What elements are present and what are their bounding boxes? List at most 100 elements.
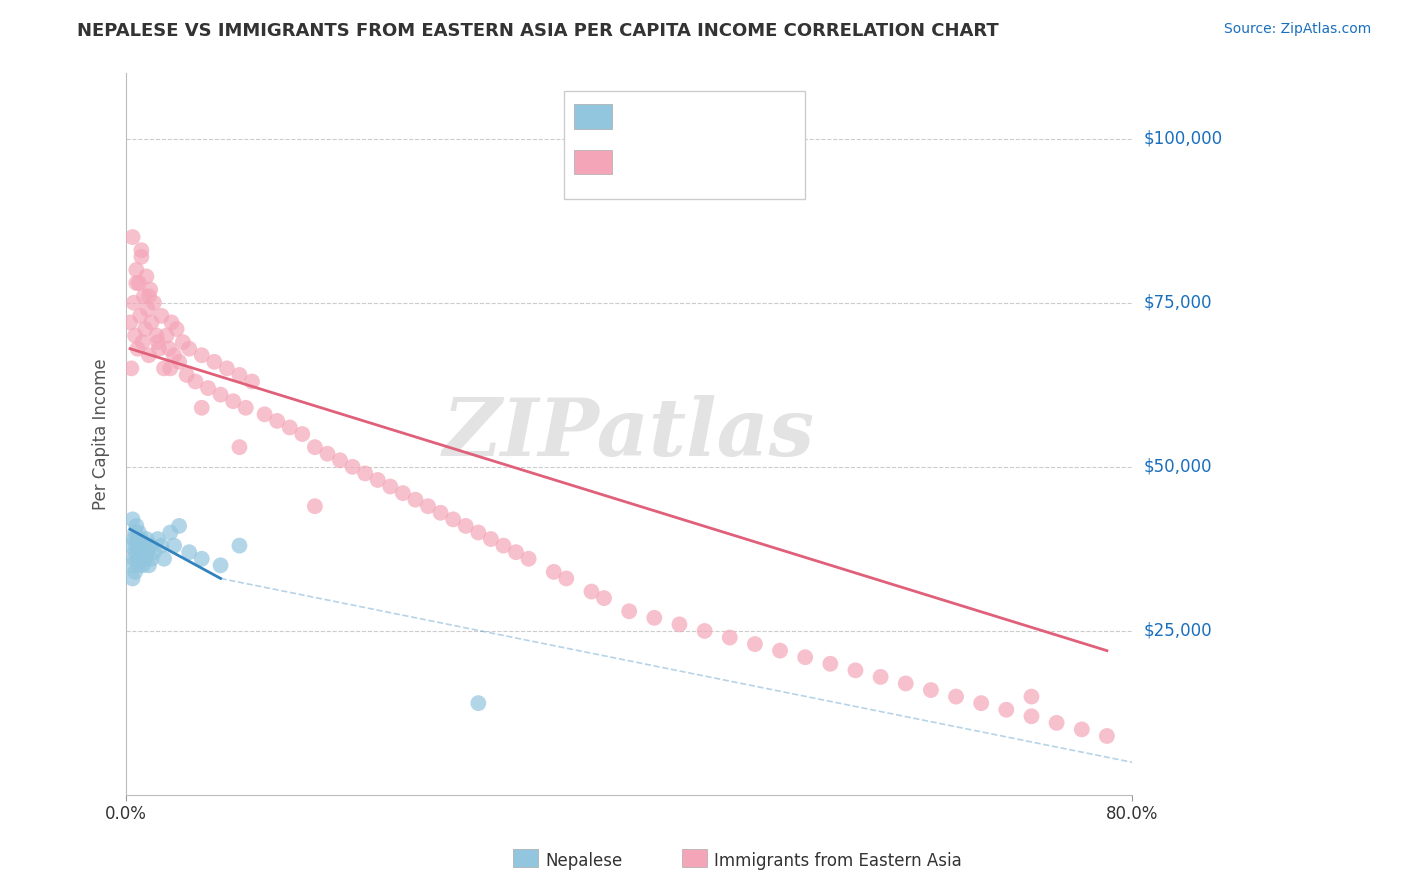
Point [429,506,451,520]
Point [159,525,181,540]
Point [163,539,186,553]
Point [844,664,866,678]
Point [416,500,439,514]
Text: $25,000: $25,000 [1143,622,1212,640]
Point [122,532,145,546]
Point [517,551,540,566]
Point [920,683,942,698]
Point [146,532,169,546]
Text: Immigrants from Eastern Asia: Immigrants from Eastern Asia [714,852,962,870]
Point [266,414,288,428]
Text: -0.496: -0.496 [658,153,723,170]
Point [167,355,190,369]
FancyBboxPatch shape [574,104,612,128]
Text: R =: R = [624,107,664,125]
Point [235,401,257,415]
Point [172,335,194,350]
Point [136,545,159,559]
Point [179,545,201,559]
Point [718,631,741,645]
Point [176,368,198,382]
Point [120,361,142,376]
Point [141,551,163,566]
Point [995,703,1018,717]
Point [222,394,245,409]
Point [132,539,155,553]
Point [150,539,173,553]
Point [190,401,212,415]
Point [617,604,640,618]
Point [129,539,152,553]
Point [1046,715,1069,730]
Point [153,361,176,376]
Point [160,315,183,329]
Point [143,295,166,310]
Point [581,584,603,599]
Text: N =: N = [730,107,769,125]
Point [139,539,162,553]
Point [228,440,250,454]
Point [555,571,578,585]
Point [166,322,188,336]
Point [128,545,150,559]
Point [329,453,352,467]
Text: ZIPatlas: ZIPatlas [443,395,815,473]
Text: -0.255: -0.255 [658,107,723,125]
Point [131,532,153,546]
Point [316,447,339,461]
Point [131,244,153,258]
Point [143,545,166,559]
Point [138,348,160,362]
Point [120,315,142,329]
Point [479,532,502,546]
Point [1021,709,1043,723]
Point [1070,723,1092,737]
Point [505,545,527,559]
Point [794,650,817,665]
Point [120,558,142,573]
Point [132,289,155,303]
Point [1021,690,1043,704]
Point [159,361,181,376]
Point [209,387,232,401]
Point [179,342,201,356]
Point [240,375,263,389]
Point [136,302,159,317]
Point [467,696,489,710]
Point [744,637,766,651]
FancyBboxPatch shape [564,91,806,199]
Point [167,519,190,533]
Point [150,309,173,323]
Point [129,551,152,566]
Point [155,328,177,343]
Point [869,670,891,684]
Point [342,459,364,474]
Text: R =: R = [624,153,664,170]
Point [820,657,842,671]
Point [1095,729,1118,743]
Point [131,558,153,573]
Point [138,289,160,303]
Point [693,624,716,638]
Point [124,545,146,559]
Point [190,551,212,566]
Text: Nepalese: Nepalese [546,852,623,870]
Point [141,315,163,329]
Point [157,342,180,356]
Point [131,545,153,559]
Point [131,250,153,264]
Text: $75,000: $75,000 [1143,293,1212,311]
Point [122,295,145,310]
Point [197,381,219,395]
Point [125,263,148,277]
Point [134,322,156,336]
Point [122,551,145,566]
Text: Source: ZipAtlas.com: Source: ZipAtlas.com [1223,22,1371,37]
Point [121,230,143,244]
Point [945,690,967,704]
Text: $50,000: $50,000 [1143,458,1212,475]
FancyBboxPatch shape [574,150,612,174]
Point [404,492,426,507]
Point [593,591,616,606]
Point [367,473,389,487]
